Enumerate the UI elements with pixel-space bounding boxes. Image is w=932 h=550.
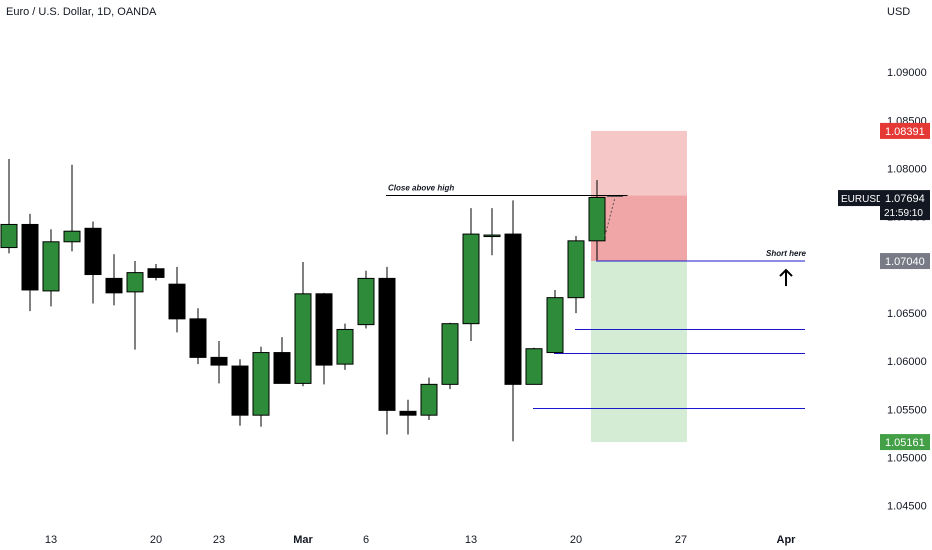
short-here-label: Short here [766,249,807,258]
candle[interactable] [231,365,249,416]
candle[interactable] [168,283,186,320]
candle[interactable] [441,323,459,385]
candle[interactable] [525,348,543,385]
candle[interactable] [210,356,228,366]
price-badge [880,122,930,139]
x-tick-label: 13 [465,534,477,546]
y-tick-label: 1.04500 [887,501,927,513]
candle[interactable] [252,352,270,416]
x-tick-label: 20 [150,534,162,546]
x-tick-label: Mar [293,534,313,546]
candle[interactable] [315,293,333,366]
candle[interactable] [63,230,81,243]
dashed-indicator [604,197,616,237]
candle[interactable] [504,233,522,385]
candle[interactable] [294,293,312,384]
candle[interactable] [462,233,480,325]
candle[interactable] [84,227,102,276]
candle[interactable] [42,241,60,292]
price-badge [880,253,930,270]
candle[interactable] [546,297,564,354]
candle[interactable] [126,272,144,293]
close-above-high-label: Close above high [388,184,454,193]
candle[interactable] [378,277,396,411]
y-tick-label: 1.06500 [887,308,927,320]
candle[interactable] [483,234,501,238]
candle[interactable] [105,277,123,294]
candle[interactable] [273,352,291,384]
price-badge [880,434,930,451]
countdown-text: 21:59:10 [884,208,923,219]
currency-label: USD [887,6,911,18]
chart-title: Euro / U.S. Dollar, 1D, OANDA [6,6,157,18]
y-tick-label: 1.08000 [887,164,927,176]
x-tick-label: 13 [45,534,57,546]
candle[interactable] [588,196,606,242]
candle[interactable] [21,223,39,291]
symbol-badge-text: EURUSD [841,194,883,205]
x-tick-label: 6 [363,534,369,546]
price-badge-text: 1.08391 [885,126,925,138]
x-tick-label: 23 [213,534,225,546]
current-price-badge [880,190,930,221]
y-tick-label: 1.06000 [887,356,927,368]
price-badge-text: 1.05161 [885,437,925,449]
target-zone [591,261,687,443]
x-tick-label: Apr [777,534,797,546]
stop-zone-active [591,195,687,262]
y-tick-label: 1.09000 [887,67,927,79]
candle[interactable] [420,383,438,416]
y-tick-label: 1.05500 [887,404,927,416]
symbol-badge [838,190,880,207]
current-price-text: 1.07694 [885,193,925,205]
candle[interactable] [399,410,417,416]
up-arrow-icon [779,268,793,277]
candle[interactable] [357,277,375,326]
x-tick-label: 27 [675,534,687,546]
candle[interactable] [147,268,165,278]
candle[interactable] [567,240,585,299]
price-badge-text: 1.07040 [885,256,925,268]
candle[interactable] [0,223,18,249]
candle[interactable] [189,318,207,358]
candle[interactable] [336,328,354,365]
x-tick-label: 20 [570,534,582,546]
y-tick-label: 1.05000 [887,453,927,465]
